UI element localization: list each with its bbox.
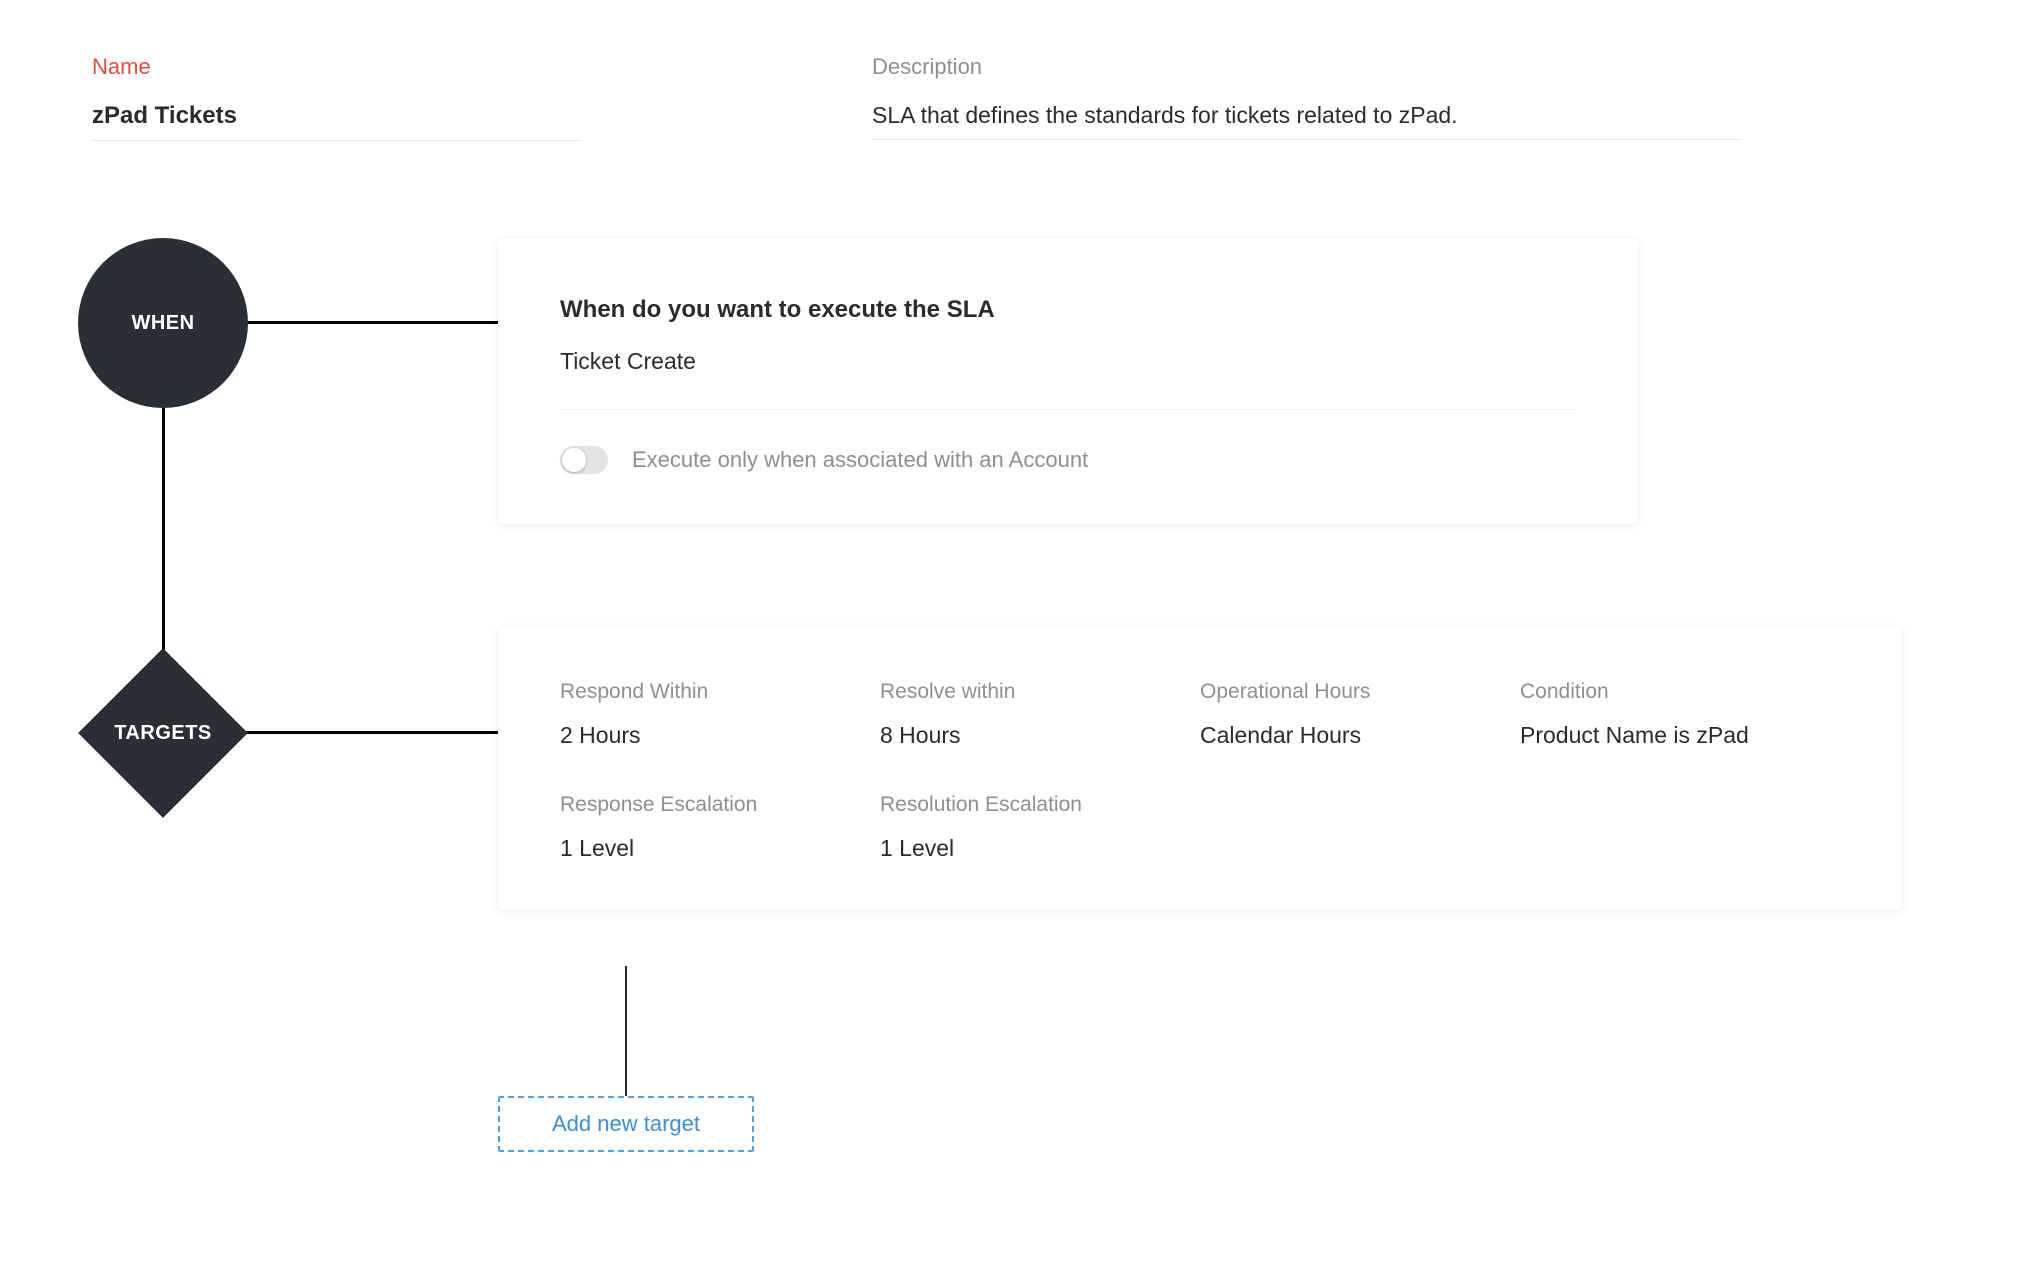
name-underline	[92, 140, 582, 141]
description-label: Description	[872, 54, 1762, 80]
toggle-knob	[562, 448, 586, 472]
targets-card[interactable]: Respond Within 2 Hours Resolve within 8 …	[498, 626, 1902, 910]
description-input[interactable]: SLA that defines the standards for ticke…	[872, 102, 1762, 139]
target-cell-response-escalation: Response Escalation 1 Level	[560, 793, 880, 862]
target-cell-value: 1 Level	[880, 835, 1200, 862]
target-cell-operational-hours: Operational Hours Calendar Hours	[1200, 680, 1520, 749]
description-underline	[872, 139, 1742, 140]
when-trigger-value: Ticket Create	[560, 348, 1576, 410]
description-field-group: Description SLA that defines the standar…	[872, 54, 1762, 141]
flow-vertical-line-to-add	[625, 966, 627, 1096]
execute-account-toggle-row: Execute only when associated with an Acc…	[560, 446, 1576, 474]
add-new-target-label: Add new target	[552, 1111, 700, 1137]
when-card[interactable]: When do you want to execute the SLA Tick…	[498, 238, 1638, 524]
target-cell-value: 8 Hours	[880, 722, 1200, 749]
targets-grid: Respond Within 2 Hours Resolve within 8 …	[560, 680, 1840, 862]
when-card-title: When do you want to execute the SLA	[560, 296, 1576, 324]
target-cell-value: Product Name is zPad	[1520, 722, 1840, 749]
target-cell-respond-within: Respond Within 2 Hours	[560, 680, 880, 749]
execute-account-toggle[interactable]	[560, 446, 608, 474]
target-cell-label: Operational Hours	[1200, 680, 1520, 704]
target-cell-value: 1 Level	[560, 835, 880, 862]
target-cell-resolve-within: Resolve within 8 Hours	[880, 680, 1200, 749]
header-form: Name zPad Tickets Description SLA that d…	[92, 54, 1930, 141]
execute-account-toggle-label: Execute only when associated with an Acc…	[632, 447, 1088, 473]
target-cell-label: Resolve within	[880, 680, 1200, 704]
name-label: Name	[92, 54, 872, 80]
name-field-group: Name zPad Tickets	[92, 54, 872, 141]
name-input[interactable]: zPad Tickets	[92, 102, 872, 140]
target-cell-condition: Condition Product Name is zPad	[1520, 680, 1840, 749]
when-node: WHEN	[78, 238, 248, 408]
target-cell-label: Response Escalation	[560, 793, 880, 817]
target-cell-label: Condition	[1520, 680, 1840, 704]
flow-connector-targets	[240, 731, 510, 734]
targets-node: TARGETS	[78, 648, 248, 818]
target-cell-value: 2 Hours	[560, 722, 880, 749]
target-cell-label: Resolution Escalation	[880, 793, 1200, 817]
add-new-target-button[interactable]: Add new target	[498, 1096, 754, 1152]
flow-connector-when	[240, 321, 510, 324]
targets-node-label: TARGETS	[114, 722, 212, 745]
target-cell-label: Respond Within	[560, 680, 880, 704]
target-cell-resolution-escalation: Resolution Escalation 1 Level	[880, 793, 1200, 862]
target-cell-value: Calendar Hours	[1200, 722, 1520, 749]
when-node-label: WHEN	[131, 312, 194, 335]
